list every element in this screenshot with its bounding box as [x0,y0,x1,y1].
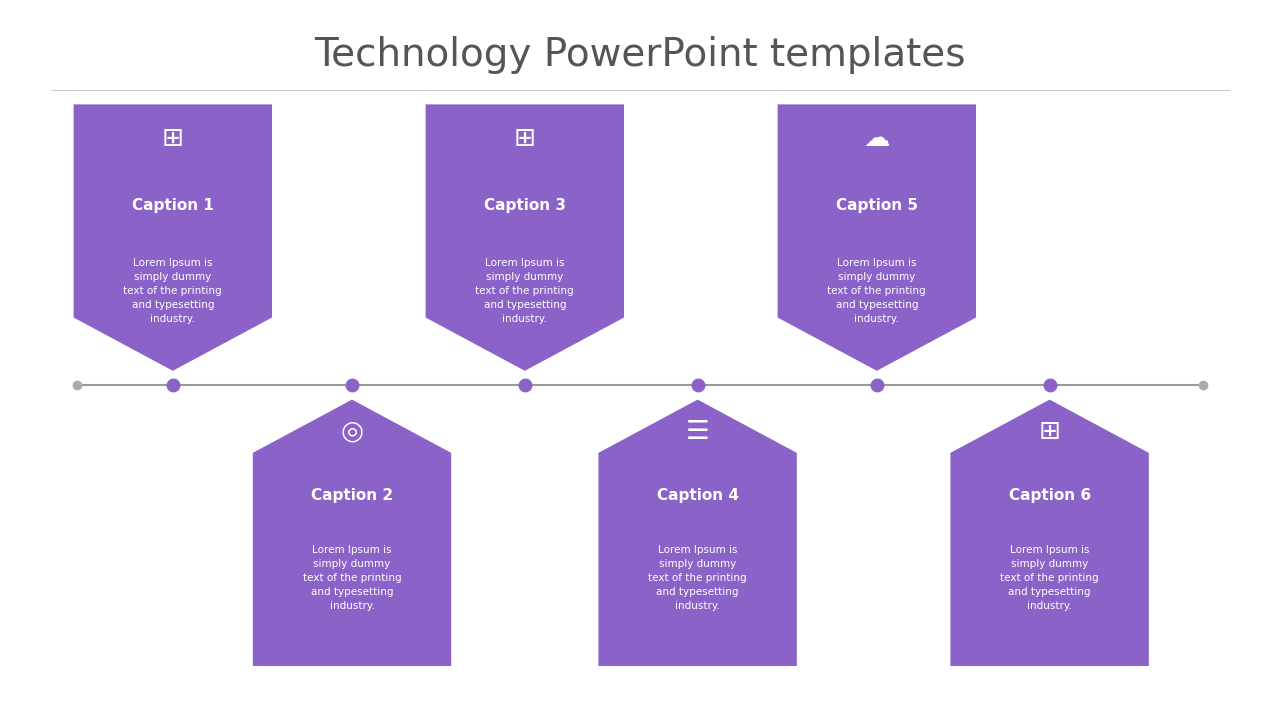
Polygon shape [599,400,796,666]
Polygon shape [425,104,625,371]
Text: Lorem Ipsum is
simply dummy
text of the printing
and typesetting
industry.: Lorem Ipsum is simply dummy text of the … [123,258,223,324]
Polygon shape [253,400,452,666]
Text: ☁: ☁ [864,126,890,152]
Text: Technology PowerPoint templates: Technology PowerPoint templates [315,36,965,74]
Text: ⊞: ⊞ [513,126,536,152]
Text: Caption 3: Caption 3 [484,198,566,213]
Text: Lorem Ipsum is
simply dummy
text of the printing
and typesetting
industry.: Lorem Ipsum is simply dummy text of the … [648,545,748,611]
Text: Lorem Ipsum is
simply dummy
text of the printing
and typesetting
industry.: Lorem Ipsum is simply dummy text of the … [475,258,575,324]
Text: Lorem Ipsum is
simply dummy
text of the printing
and typesetting
industry.: Lorem Ipsum is simply dummy text of the … [827,258,927,324]
Text: Lorem Ipsum is
simply dummy
text of the printing
and typesetting
industry.: Lorem Ipsum is simply dummy text of the … [1000,545,1100,611]
Text: ◎: ◎ [340,418,364,444]
Polygon shape [778,104,977,371]
Text: ⊞: ⊞ [1038,418,1061,444]
Polygon shape [74,104,273,371]
Text: Caption 4: Caption 4 [657,488,739,503]
Text: ☰: ☰ [686,418,709,444]
Text: Lorem Ipsum is
simply dummy
text of the printing
and typesetting
industry.: Lorem Ipsum is simply dummy text of the … [302,545,402,611]
Text: Caption 2: Caption 2 [311,488,393,503]
Text: Caption 5: Caption 5 [836,198,918,213]
Text: ⊞: ⊞ [161,126,184,152]
Text: Caption 6: Caption 6 [1009,488,1091,503]
Text: Caption 1: Caption 1 [132,198,214,213]
Polygon shape [950,400,1149,666]
